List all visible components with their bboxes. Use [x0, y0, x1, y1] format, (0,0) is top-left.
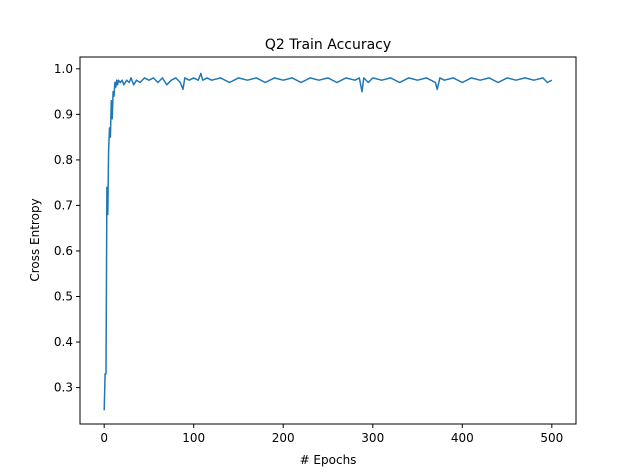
- y-tick-label: 1.0: [54, 62, 73, 76]
- x-tick-label: 500: [540, 431, 563, 445]
- x-axis-label: # Epochs: [300, 453, 357, 467]
- plot-frame: [79, 56, 577, 425]
- x-axis: 0 100 200 300 400 500: [100, 424, 563, 445]
- y-tick-label: 0.9: [54, 107, 73, 121]
- plot-area: [103, 72, 553, 411]
- series-line-0: [103, 72, 553, 411]
- y-axis: 0.3 0.4 0.5 0.6 0.7 0.8 0.9 1.0: [54, 62, 80, 395]
- y-axis-label: Cross Entropy: [28, 198, 42, 281]
- y-tick-label: 0.3: [54, 381, 73, 395]
- x-tick-label: 0: [100, 431, 108, 445]
- y-tick-label: 0.6: [54, 244, 73, 258]
- y-tick-label: 0.8: [54, 153, 73, 167]
- x-tick-label: 400: [451, 431, 474, 445]
- x-tick-label: 100: [182, 431, 205, 445]
- x-tick-label: 200: [272, 431, 295, 445]
- y-tick-label: 0.5: [54, 290, 73, 304]
- y-tick-label: 0.4: [54, 335, 73, 349]
- y-tick-label: 0.7: [54, 198, 73, 212]
- chart-title: Q2 Train Accuracy: [265, 37, 391, 53]
- x-tick-label: 300: [361, 431, 384, 445]
